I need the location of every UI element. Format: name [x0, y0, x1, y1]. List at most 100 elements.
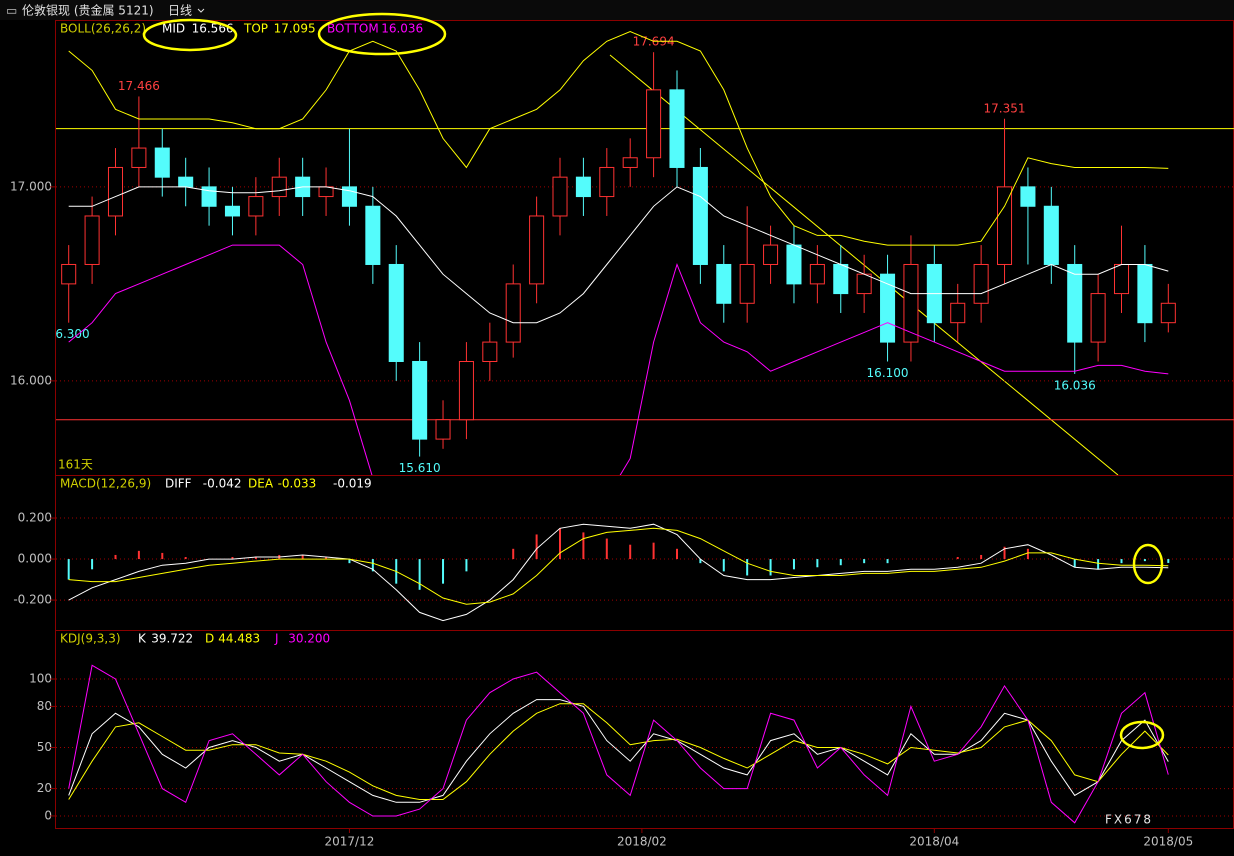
candle-body [950, 302, 966, 324]
candle-body [575, 176, 591, 198]
legend-name: BOTTOM [327, 22, 379, 36]
period[interactable]: 日线 [168, 4, 192, 18]
candle-body [599, 166, 615, 198]
candle-body [388, 263, 404, 362]
candle-body [880, 273, 896, 343]
candle-body [1067, 263, 1083, 343]
candle-body [973, 263, 989, 304]
legend-name: J [274, 632, 279, 646]
legend-value: 30.200 [288, 632, 330, 646]
candle-body [1160, 302, 1176, 324]
candle-body [61, 263, 77, 285]
panel-plot [56, 664, 1234, 824]
candle-body [131, 147, 147, 168]
panel-plot [56, 517, 1234, 622]
legend-value: 16.036 [381, 22, 423, 36]
highlight-macd [1132, 543, 1164, 585]
candle-body [809, 263, 825, 285]
candle-body [1090, 293, 1106, 343]
legend-value: -0.019 [333, 477, 372, 491]
price-annotation: 15.610 [399, 461, 441, 475]
candle-body [669, 89, 685, 168]
indicator-line [68, 523, 1169, 622]
highlight-kdj [1119, 720, 1165, 750]
menu-icon[interactable]: ▭ [6, 4, 17, 18]
indicator-line [68, 186, 1169, 324]
period-dropdown[interactable] [197, 8, 205, 13]
candle-body [763, 244, 779, 265]
candle-body [84, 215, 100, 265]
candle-body [1043, 205, 1059, 265]
price-annotation: 16.300 [48, 327, 90, 341]
price-annotation: 16.100 [867, 366, 909, 380]
y-tick-label: 16.000 [10, 373, 52, 387]
y-tick-label: 0.200 [18, 511, 52, 525]
x-tick-label: 2018/04 [909, 835, 959, 849]
candle-body [739, 263, 755, 304]
top-bar [0, 0, 1234, 20]
candle-body [716, 263, 732, 304]
candle-body [365, 205, 381, 265]
candle-body [833, 263, 849, 295]
candle-body [458, 360, 474, 421]
y-tick-label: 100 [29, 672, 52, 686]
y-tick-label: 0 [44, 808, 52, 822]
candle-body [107, 166, 124, 217]
candle-body [1020, 186, 1036, 207]
legend-name: TOP [243, 22, 268, 36]
candle-body [201, 186, 217, 207]
y-tick-label: 0.000 [18, 552, 52, 566]
legend-name: DEA [248, 477, 274, 491]
instrument-title: 伦敦银现 (贵金属 5121) [22, 3, 154, 18]
x-tick-label: 2018/02 [617, 835, 667, 849]
y-tick-label: 80 [37, 699, 52, 713]
indicator-label: MACD(12,26,9) [60, 477, 151, 491]
legend-value: -0.042 [203, 477, 242, 491]
legend-name: DIFF [165, 477, 192, 491]
indicator-label: KDJ(9,3,3) [60, 632, 121, 646]
candle-body [903, 263, 919, 343]
price-annotation: 17.466 [118, 79, 160, 93]
y-tick-label: 17.000 [10, 179, 52, 193]
indicator-line [68, 699, 1169, 803]
candle-body [482, 341, 498, 362]
y-tick-label: 20 [37, 781, 52, 795]
highlight-bottom [317, 12, 447, 56]
candle-body [646, 89, 662, 159]
candle-body [529, 215, 545, 285]
highlights [142, 12, 1165, 750]
legend-value: 16.566 [192, 22, 234, 36]
legend-value: 44.483 [218, 632, 260, 646]
indicator-label: BOLL(26,26,2) [60, 22, 146, 36]
candle-body [318, 186, 334, 198]
legend-value: 17.095 [274, 22, 316, 36]
candle-body [997, 186, 1013, 265]
indicator-line [68, 703, 1169, 800]
legend-value: -0.033 [278, 477, 317, 491]
panel-plot: 17.46617.69417.35116.30015.61016.10016.0… [48, 31, 1234, 475]
candle-body [154, 147, 170, 178]
candle-body [248, 196, 264, 217]
highlight-mid [142, 18, 238, 52]
candle-body [1113, 263, 1130, 295]
y-tick-label: 50 [37, 740, 52, 754]
indicator-line [68, 527, 1169, 605]
plot-layers: 17.46617.69417.35116.30015.61016.10016.0… [10, 22, 1234, 849]
x-tick-label: 2018/05 [1143, 835, 1193, 849]
watermark: FX678 [1105, 813, 1153, 827]
price-annotation: 17.351 [984, 101, 1026, 115]
y-tick-label: -0.200 [13, 593, 52, 607]
legend-name: MID [162, 22, 185, 36]
legend-name: D [205, 632, 214, 646]
indicator-line [68, 664, 1169, 824]
candle-body [1137, 263, 1153, 324]
candle-body [692, 166, 708, 265]
candle-body [435, 419, 451, 440]
candle-body [622, 157, 638, 168]
candle-body [505, 283, 521, 343]
day-count: 161天 [58, 458, 93, 472]
x-tick-label: 2017/12 [325, 835, 375, 849]
candle-body [271, 176, 287, 198]
